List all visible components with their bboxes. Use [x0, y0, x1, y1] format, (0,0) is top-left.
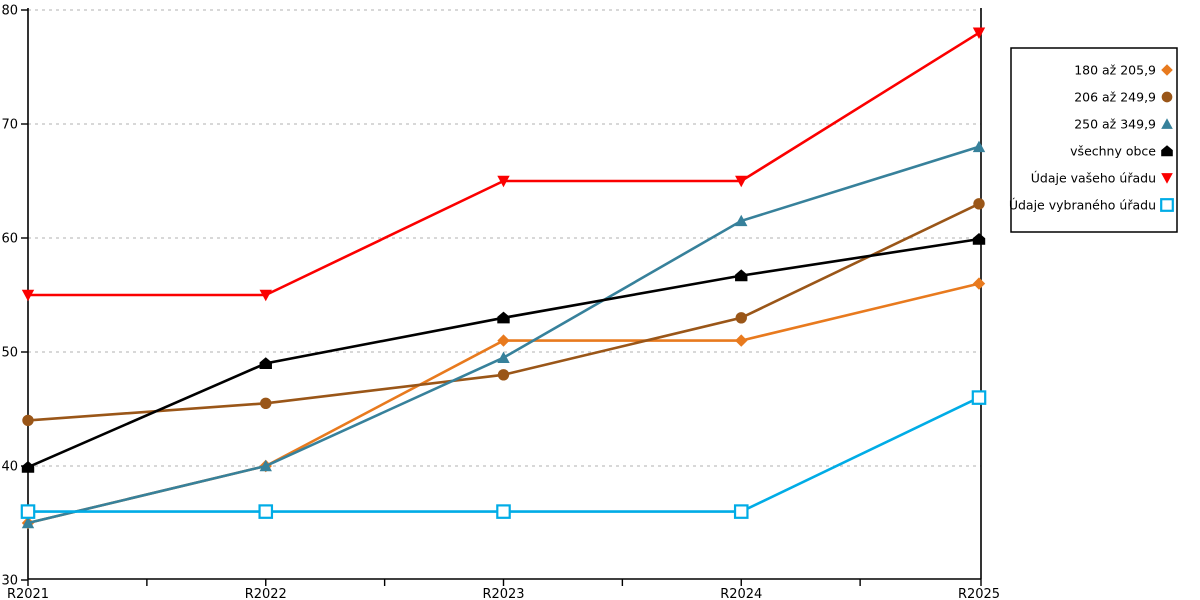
legend: 180 až 205,9 206 až 249,9 250 až 349,9 všec…	[1009, 47, 1178, 233]
marker-triangle-down	[1161, 173, 1173, 184]
legend-item: 206 až 249,9	[1074, 90, 1173, 105]
x-tick-label: R2024	[720, 587, 762, 600]
y-tick-label: 80	[1, 4, 18, 19]
x-tick-label: R2021	[7, 587, 49, 600]
legend-item: Údaje vybraného úřadu	[1009, 198, 1174, 213]
marker-triangle-down	[21, 289, 35, 302]
y-axis-labels: 30 40 50 60 70 80	[1, 4, 28, 589]
marker-diamond	[1161, 64, 1173, 76]
marker-diamond	[735, 334, 748, 347]
legend-label: 250 až 349,9	[1074, 117, 1156, 132]
marker-square-open	[733, 504, 749, 519]
y-tick-label: 60	[1, 232, 18, 247]
legend-box	[1010, 47, 1178, 233]
legend-label: 180 až 205,9	[1074, 63, 1156, 78]
marker-square-open	[1160, 198, 1174, 212]
marker-pentagon	[1161, 145, 1173, 157]
marker-pentagon	[497, 311, 510, 324]
marker-diamond	[497, 334, 510, 347]
legend-label: Údaje vybraného úřadu	[1009, 198, 1156, 213]
legend-label: 206 až 249,9	[1074, 90, 1156, 105]
marker-triangle-up	[259, 459, 272, 472]
marker-square-open	[971, 390, 987, 405]
marker-triangle-down	[497, 175, 510, 188]
marker-square-open	[258, 504, 274, 519]
series-2	[21, 140, 986, 529]
series-4	[21, 27, 986, 302]
x-tick-label: R2023	[482, 587, 524, 600]
series-3	[21, 232, 986, 473]
marker-triangle-up	[497, 351, 510, 363]
marker-diamond	[972, 277, 986, 290]
x-axis-labels: R2021 R2022 R2023 R2024 R2025	[7, 579, 1000, 600]
marker-square-open	[496, 504, 511, 519]
marker-pentagon	[21, 460, 35, 473]
legend-label: všechny obce	[1070, 144, 1156, 159]
marker-triangle-up	[1161, 118, 1173, 129]
marker-square-open	[20, 504, 36, 519]
y-tick-label: 30	[1, 574, 18, 589]
legend-item: 180 až 205,9	[1074, 63, 1173, 78]
marker-circle	[22, 414, 34, 427]
gridlines	[28, 9, 981, 467]
series-5	[20, 390, 987, 519]
y-tick-label: 70	[1, 118, 18, 133]
marker-circle	[260, 397, 272, 410]
marker-pentagon	[735, 269, 748, 282]
series-line	[28, 31, 980, 297]
y-tick-label: 40	[1, 460, 18, 475]
legend-item: Údaje vašeho úřadu	[1031, 171, 1173, 186]
marker-triangle-down	[259, 289, 272, 302]
x-tick-label: R2022	[245, 587, 287, 600]
marker-triangle-down	[972, 27, 986, 39]
marker-circle	[1161, 91, 1173, 103]
legend-item: 250 až 349,9	[1074, 117, 1173, 132]
marker-pentagon	[259, 357, 272, 369]
x-tick-label: R2025	[958, 587, 1000, 600]
y-tick-label: 50	[1, 346, 18, 361]
marker-circle	[973, 198, 985, 210]
series-1	[22, 198, 985, 427]
marker-circle	[735, 312, 747, 324]
legend-item: všechny obce	[1070, 144, 1173, 159]
marker-triangle-up	[972, 140, 986, 153]
marker-circle	[497, 369, 510, 381]
marker-pentagon	[972, 232, 986, 245]
marker-triangle-up	[735, 214, 748, 227]
axes	[27, 8, 982, 580]
marker-triangle-down	[735, 175, 748, 188]
legend-label: Údaje vašeho úřadu	[1031, 171, 1156, 186]
series-line	[28, 396, 980, 513]
marker-triangle-up	[21, 516, 35, 529]
